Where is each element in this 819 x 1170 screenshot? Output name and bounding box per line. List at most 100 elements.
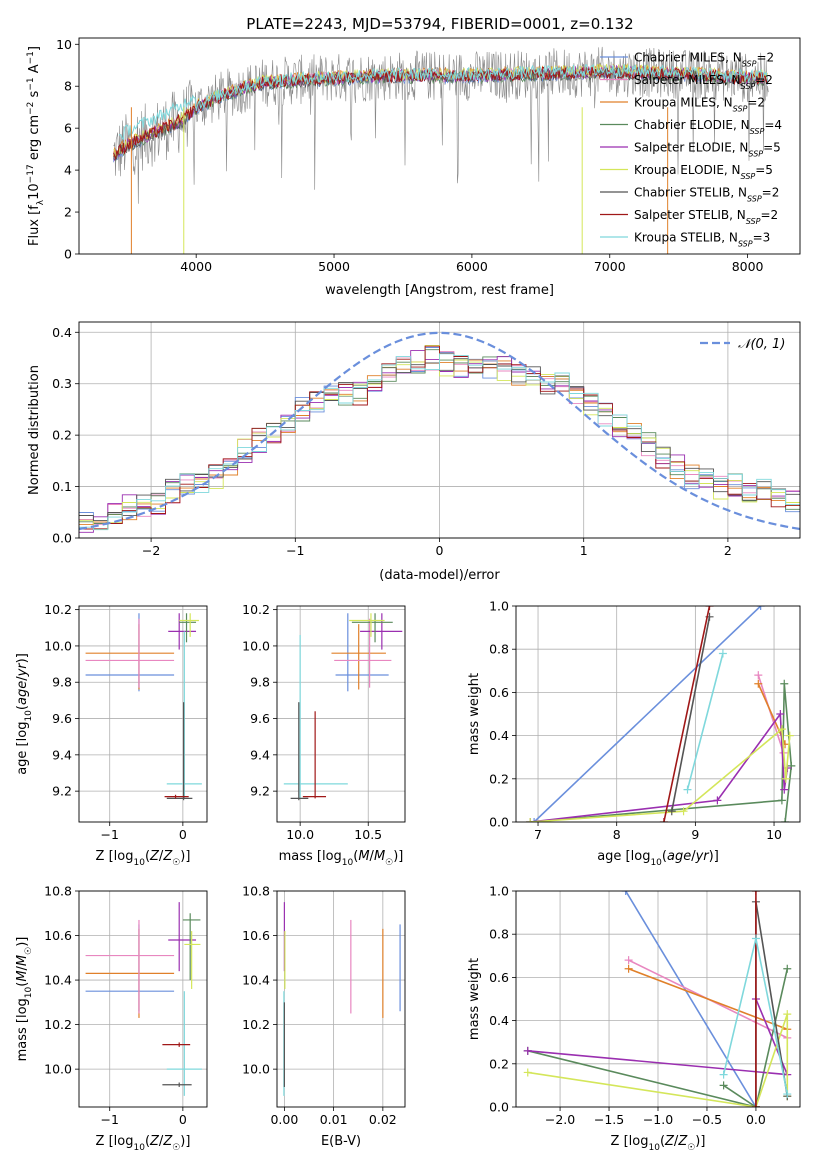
- residuals-ytick-label-4: 0.4: [52, 325, 72, 340]
- mass-vs-z-xlabel: Z [log10(Z/Z☉)]: [96, 1134, 191, 1153]
- residuals-xtick-label-3: 1: [580, 543, 588, 558]
- weight-vs-age-marker-1-0: [754, 671, 763, 680]
- spectrum-xlabel: wavelength [Angstrom, rest frame]: [325, 283, 554, 298]
- weight-vs-age-line-7: [663, 606, 711, 822]
- weight-vs-age-marker-7-1: [705, 606, 714, 610]
- weight-vs-age-marker-5-2: [777, 725, 786, 734]
- residuals-ytick-label-2: 0.2: [52, 428, 72, 443]
- mass-vs-z-ytick-label-1: 10.2: [44, 1017, 72, 1032]
- mass-vs-z-ylabel: mass [log10(M/M☉)]: [15, 937, 34, 1062]
- weight-vs-age-ytick-label-4: 0.8: [489, 642, 509, 657]
- weight-vs-age-marker-3-2: [780, 679, 789, 688]
- weight-vs-z-lines: [523, 891, 792, 1107]
- spectrum-ylabel: Flux [fλ10−17 erg cm−2 s−1 A−1]: [26, 46, 46, 246]
- weight-vs-age-marker-3-4: [781, 818, 790, 822]
- age-vs-z-ytick-label-0: 9.2: [52, 784, 72, 799]
- spectrum-xtick-label-4: 8000: [732, 259, 764, 274]
- age-vs-mass-ytick-label-2: 9.6: [250, 711, 270, 726]
- weight-vs-age-marker-0-1: [756, 606, 765, 610]
- weight-vs-z-line-2: [628, 968, 788, 1030]
- age-vs-mass-ytick-label-3: 9.8: [250, 675, 270, 690]
- weight-vs-age-marker-4-2: [776, 710, 785, 718]
- age-vs-z-ytick-label-4: 10.0: [44, 638, 72, 653]
- weight-vs-z-line-0: [625, 891, 757, 1107]
- figure-title: PLATE=2243, MJD=53794, FIBERID=0001, z=0…: [246, 15, 633, 33]
- spectrum-ytick-label-4: 8: [64, 79, 72, 94]
- weight-vs-z-ytick-label-3: 0.6: [489, 970, 509, 985]
- weight-vs-age-xtick-label-2: 9: [691, 827, 699, 842]
- age-vs-z-xtick-label-0: −1: [101, 827, 119, 842]
- mass-vs-ebv-ytick-label-0: 10.0: [242, 1062, 270, 1077]
- weight-vs-z-marker-8-1: [751, 934, 760, 943]
- weight-vs-age-ylabel: mass weight: [467, 673, 482, 755]
- weight-vs-z-marker-5-2: [783, 1010, 792, 1019]
- age-vs-z-xtick-label-1: 0: [179, 827, 187, 842]
- weight-vs-z-xtick-label-3: −0.5: [692, 1112, 722, 1127]
- weight-vs-z-marker-2-0: [624, 964, 633, 973]
- weight-vs-age-panel: 7 8 9 10 0.0 0.2 0.4 0.6 0.8 1.0 age [log10(age/yr…: [467, 599, 801, 868]
- age-vs-mass-ytick-label-5: 10.2: [242, 602, 270, 617]
- weight-vs-z-panel: −2.0 −1.5 −1.0 −0.5 0.0 0.0 0.2 0.4 0.6 0.8 1.0 Z […: [467, 884, 801, 1153]
- residuals-ytick-label-1: 0.1: [52, 479, 72, 494]
- spectrum-legend-label-8: Kroupa STELIB, NSSP=3: [634, 231, 770, 249]
- spectrum-xtick-label-3: 7000: [594, 259, 626, 274]
- spectrum-legend-label-1: Salpeter MILES, NSSP=2: [634, 73, 773, 91]
- spectrum-legend-label-0: Chabrier MILES, NSSP=2: [634, 51, 774, 69]
- weight-vs-z-xtick-label-0: −2.0: [545, 1112, 575, 1127]
- mass-vs-ebv-xlabel: E(B-V): [321, 1134, 361, 1149]
- residual-histograms: [79, 331, 800, 533]
- spectrum-ytick-label-5: 10: [56, 37, 72, 52]
- weight-vs-age-marker-5-4: [785, 731, 794, 740]
- mass-vs-z-ytick-label-0: 10.0: [44, 1062, 72, 1077]
- weight-vs-age-xtick-label-3: 10: [766, 827, 782, 842]
- age-vs-z-points: [85, 613, 202, 801]
- age-vs-z-xlabel: Z [log10(Z/Z☉)]: [96, 849, 191, 868]
- age-vs-mass-frame: [276, 605, 406, 823]
- weight-vs-age-frame: [515, 605, 801, 823]
- age-vs-z-panel: −1 0 9.2 9.4 9.6 9.8 10.0 10.2 Z [log10(Z/Z☉)] ag…: [15, 602, 208, 868]
- weight-vs-age-line-0: [533, 606, 762, 822]
- weight-vs-age-marker-5-0: [526, 818, 535, 822]
- weight-vs-z-ytick-label-5: 1.0: [489, 884, 509, 899]
- residuals-xlabel: (data-model)/error: [379, 568, 500, 583]
- weight-vs-z-ytick-label-2: 0.4: [489, 1013, 509, 1028]
- mass-vs-z-ytick-label-4: 10.8: [44, 884, 72, 899]
- spectrum-legend-label-6: Chabrier STELIB, NSSP=2: [634, 186, 779, 204]
- spectrum-ytick-label-0: 0: [64, 247, 72, 262]
- age-vs-z-ylabel: age [log10(age/yr)]: [15, 653, 34, 775]
- age-vs-mass-ytick-label-4: 10.0: [242, 638, 270, 653]
- weight-vs-age-marker-5-1: [679, 807, 688, 816]
- weight-vs-age-marker-6-0: [667, 807, 676, 816]
- weight-vs-z-frame: [515, 890, 801, 1108]
- weight-vs-z-marker-4-0: [523, 1046, 532, 1055]
- weight-vs-age-marker-4-3: [780, 785, 789, 794]
- weight-vs-z-line-5: [527, 1013, 789, 1107]
- weight-vs-z-xlabel: Z [log10(Z/Z☉)]: [611, 1134, 706, 1153]
- weight-vs-z-marker-7-0: [751, 1103, 760, 1107]
- mass-vs-ebv-ytick-label-4: 10.8: [242, 884, 270, 899]
- residuals-xtick-label-0: −2: [142, 543, 160, 558]
- weight-vs-age-marker-5-3: [781, 774, 790, 783]
- age-vs-mass-xtick-label-1: 10.5: [354, 827, 382, 842]
- spectrum-lines: [113, 46, 769, 254]
- mass-vs-z-frame: [78, 890, 208, 1108]
- residuals-ytick-label-0: 0.0: [52, 531, 72, 546]
- spectrum-frame: [78, 37, 801, 255]
- mass-vs-ebv-xtick-label-0: 0.00: [270, 1112, 298, 1127]
- weight-vs-age-xtick-label-1: 8: [613, 827, 621, 842]
- weight-vs-age-ytick-label-0: 0.0: [489, 815, 509, 830]
- spectrum-legend-label-2: Kroupa MILES, NSSP=2: [634, 96, 765, 114]
- mass-vs-ebv-ytick-label-1: 10.2: [242, 1017, 270, 1032]
- spectrum-legend-label-3: Chabrier ELODIE, NSSP=4: [634, 118, 782, 136]
- residuals-legend-label: 𝒩(0, 1): [738, 337, 785, 352]
- weight-vs-age-line-8: [686, 653, 724, 790]
- age-vs-z-ytick-label-2: 9.6: [52, 711, 72, 726]
- weight-vs-age-marker-7-0: [659, 818, 668, 822]
- mass-vs-ebv-points: [283, 902, 401, 1096]
- weight-vs-age-lines: [526, 606, 796, 822]
- weight-vs-z-xtick-label-2: −1.0: [643, 1112, 673, 1127]
- spectrum-legend-label-5: Kroupa ELODIE, NSSP=5: [634, 163, 773, 181]
- weight-vs-age-marker-8-0: [683, 785, 692, 794]
